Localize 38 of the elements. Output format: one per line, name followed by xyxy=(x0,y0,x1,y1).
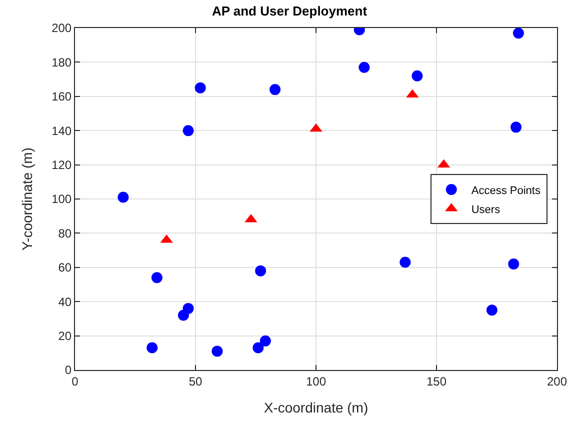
y-tick-label: 0 xyxy=(64,363,72,378)
y-tick-label: 180 xyxy=(52,55,72,70)
point xyxy=(252,342,264,354)
point xyxy=(255,265,266,276)
y-tick-label: 80 xyxy=(58,226,72,240)
point xyxy=(212,346,223,357)
point xyxy=(118,192,129,203)
point xyxy=(146,342,158,354)
x-tick-label: 150 xyxy=(426,374,447,388)
point xyxy=(182,125,194,136)
x-axis-title: X-coordinate (m) xyxy=(264,400,368,416)
y-tick-label: 100 xyxy=(52,192,72,206)
point xyxy=(151,272,162,284)
y-tick-label: 140 xyxy=(52,124,72,138)
y-tick-label: 40 xyxy=(58,294,72,309)
x-tick-label: 200 xyxy=(546,374,568,388)
legend-label: Access Points xyxy=(471,184,541,197)
point xyxy=(508,258,520,270)
point xyxy=(512,28,524,39)
point xyxy=(412,70,423,82)
y-axis-title: Y-coordinate (m) xyxy=(19,148,36,250)
point xyxy=(260,335,271,346)
chart-title: AP and User Deployment xyxy=(212,3,368,18)
point xyxy=(194,82,206,94)
point xyxy=(486,304,498,316)
y-tick-label: 160 xyxy=(52,90,72,104)
y-tick-label: 120 xyxy=(52,158,72,172)
legend-label: Users xyxy=(471,204,501,216)
x-tick-label: 50 xyxy=(188,374,202,388)
point xyxy=(270,84,281,96)
y-tick-label: 60 xyxy=(58,260,72,275)
y-tick-label: 20 xyxy=(58,329,72,343)
point xyxy=(178,310,189,321)
point xyxy=(510,122,522,133)
x-tick-label: 100 xyxy=(306,374,326,388)
point xyxy=(400,256,411,268)
y-tick-label: 200 xyxy=(52,21,72,36)
point xyxy=(358,62,370,73)
